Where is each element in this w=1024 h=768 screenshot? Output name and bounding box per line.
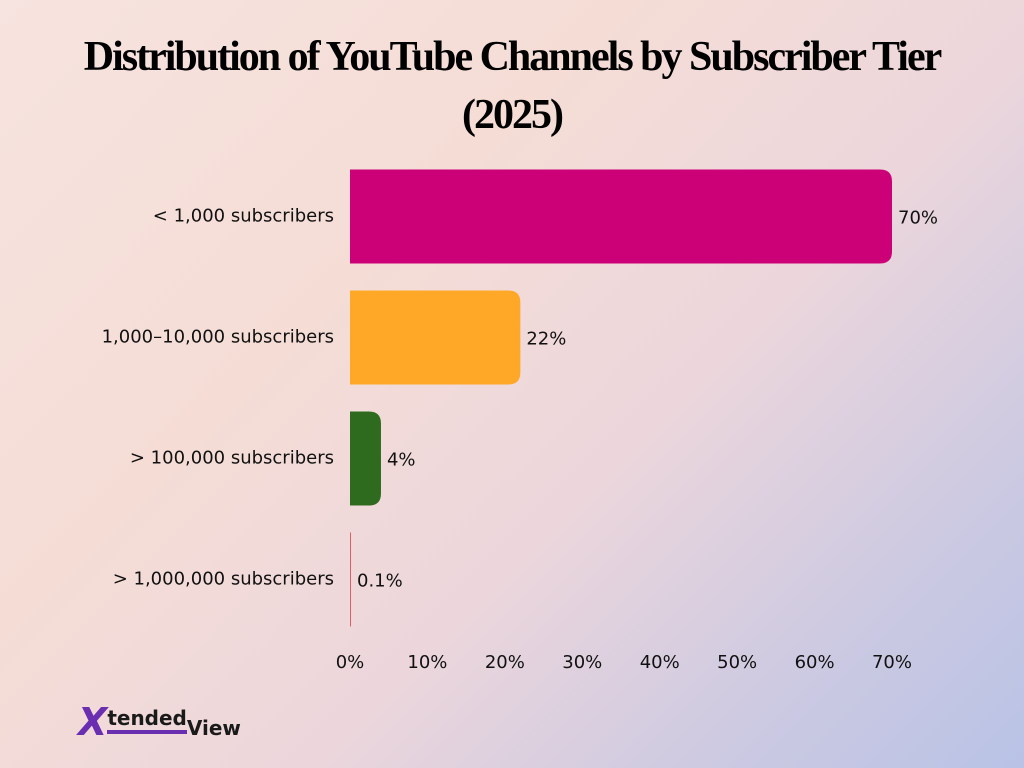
logo-text: tended xyxy=(107,706,187,734)
bar xyxy=(350,532,351,627)
logo: XtendedView xyxy=(78,700,241,744)
y-tick-label: > 100,000 subscribers xyxy=(130,448,334,469)
bar xyxy=(350,411,381,506)
chart-title: Distribution of YouTube Channels by Subs… xyxy=(83,34,942,138)
x-tick-label: 0% xyxy=(336,652,365,673)
value-label: 22% xyxy=(526,329,566,350)
x-tick-label: 50% xyxy=(717,652,757,673)
bar xyxy=(350,290,521,385)
value-label: 70% xyxy=(898,208,938,229)
bar xyxy=(350,169,892,264)
logo-mark: X xyxy=(78,700,108,744)
x-tick-label: 10% xyxy=(407,652,447,673)
x-tick-label: 30% xyxy=(562,652,602,673)
y-tick-label: > 1,000,000 subscribers xyxy=(113,569,334,590)
value-label: 4% xyxy=(387,450,416,471)
y-tick-label: < 1,000 subscribers xyxy=(153,206,334,227)
value-label: 0.1% xyxy=(357,571,403,592)
x-tick-label: 60% xyxy=(795,652,835,673)
y-tick-label: 1,000–10,000 subscribers xyxy=(102,327,334,348)
logo-text: View xyxy=(186,716,241,740)
x-tick-label: 40% xyxy=(640,652,680,673)
x-tick-label: 70% xyxy=(872,652,912,673)
x-tick-label: 20% xyxy=(485,652,525,673)
